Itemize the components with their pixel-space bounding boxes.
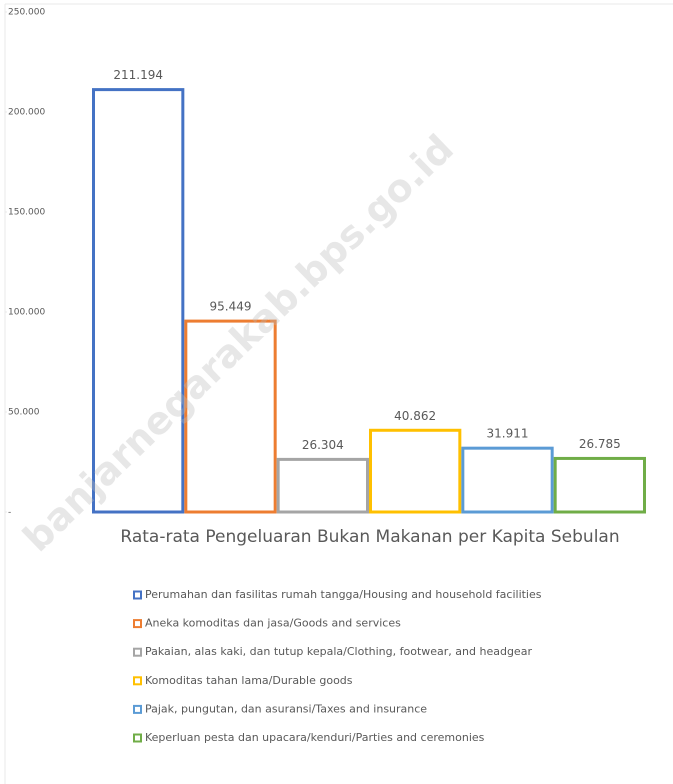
y-tick-label: 150.000 xyxy=(8,208,45,218)
value-label: 26.785 xyxy=(579,437,621,451)
bar xyxy=(553,456,647,514)
legend-swatch xyxy=(133,590,142,600)
value-label: 40.862 xyxy=(394,409,436,423)
bar xyxy=(461,446,554,514)
bar xyxy=(184,319,277,514)
value-label: 31.911 xyxy=(487,427,529,441)
legend-label: Keperluan pesta dan upacara/kenduri/Part… xyxy=(145,731,485,744)
bar xyxy=(369,428,462,514)
value-label: 211.194 xyxy=(113,68,163,82)
y-tick-label: 100.000 xyxy=(8,308,45,318)
bar xyxy=(92,88,185,514)
y-tick-label: 200.000 xyxy=(8,108,45,118)
legend-label: Pakaian, alas kaki, dan tutup kepala/Clo… xyxy=(145,645,532,658)
chart-title: Rata-rata Pengeluaran Bukan Makanan per … xyxy=(120,527,619,547)
y-tick-label: 50.000 xyxy=(8,408,40,418)
bar xyxy=(276,457,369,514)
y-tick-label: 250.000 xyxy=(8,8,45,18)
value-label: 95.449 xyxy=(210,300,252,314)
legend-label: Pajak, pungutan, dan asuransi/Taxes and … xyxy=(145,702,427,715)
legend-label: Aneka komoditas dan jasa/Goods and servi… xyxy=(145,617,401,630)
legend-swatch xyxy=(133,676,142,686)
legend-swatch xyxy=(133,619,142,629)
y-tick-label: - xyxy=(8,508,11,518)
value-label: 26.304 xyxy=(302,438,344,452)
legend-swatch xyxy=(133,647,142,657)
legend-swatch xyxy=(133,704,142,714)
legend-swatch xyxy=(133,733,142,743)
legend-label: Perumahan dan fasilitas rumah tangga/Hou… xyxy=(145,588,542,601)
legend-label: Komoditas tahan lama/Durable goods xyxy=(145,674,353,687)
